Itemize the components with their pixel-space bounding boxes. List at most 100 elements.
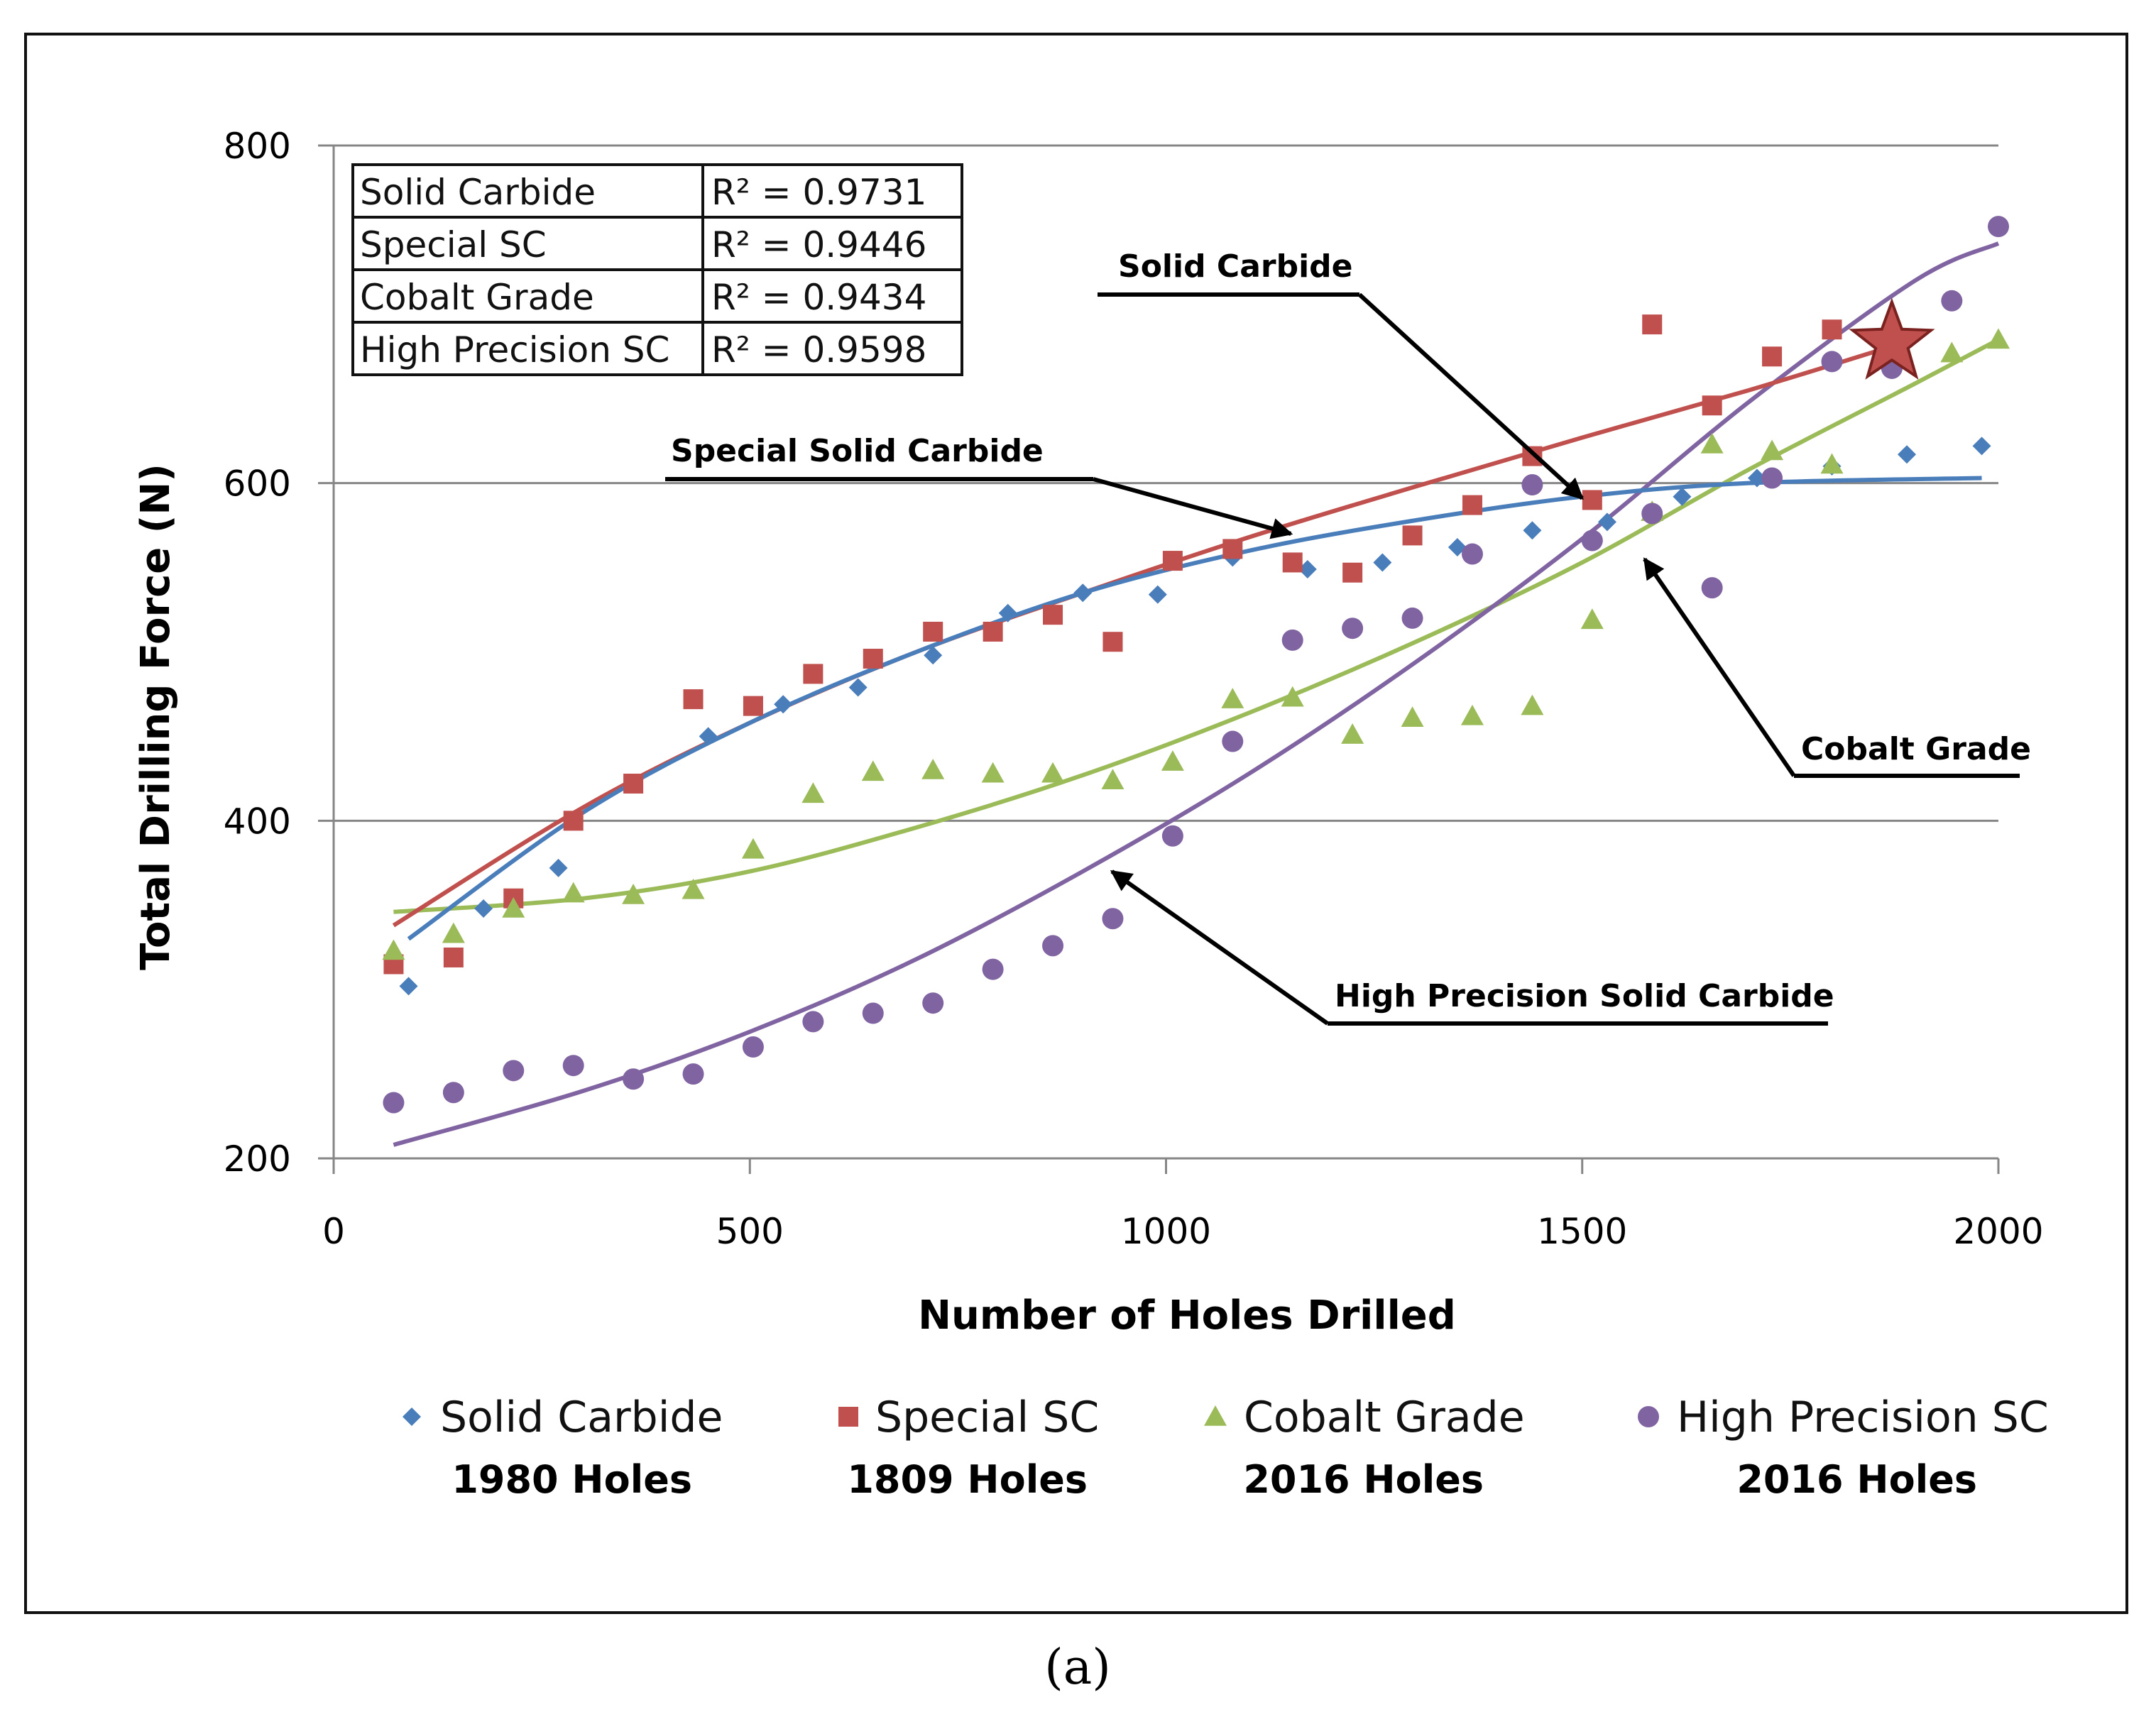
cobalt-grade-annotation-arrow xyxy=(1643,557,1796,777)
solid-carbide-point xyxy=(1148,585,1167,604)
high-precision-sc-trendline xyxy=(393,241,2000,1147)
cobalt-grade-point xyxy=(502,897,525,918)
x-tick-label: 500 xyxy=(716,1211,784,1252)
solid-carbide-annotation: Solid Carbide xyxy=(1118,248,1353,285)
cobalt-grade-point xyxy=(1341,723,1364,744)
high-precision-sc-legend-marker xyxy=(1638,1406,1659,1427)
cobalt-grade-point xyxy=(1101,769,1124,790)
special-sc-legend-holes: 1809 Holes xyxy=(847,1457,1088,1502)
cobalt-grade-point xyxy=(1940,341,1964,363)
high-precision-solid-carbide-annotation: High Precision Solid Carbide xyxy=(1335,978,1834,1014)
high-precision-sc-point xyxy=(1401,607,1423,629)
special-sc-legend-label: Special SC xyxy=(875,1393,1099,1442)
special-sc-point xyxy=(563,811,584,831)
r2-table: Solid Carbide R² = 0.9731 Special SC R² = 0… xyxy=(351,163,963,376)
high-precision-sc-point xyxy=(442,1082,464,1104)
legend: Solid Carbide 1980 Holes Special SC 1809 Ho… xyxy=(403,1393,2049,1502)
ticks: 200 400 600 800 0 500 1000 1500 2000 xyxy=(224,126,2044,1252)
special-sc-point xyxy=(1222,539,1243,559)
special-sc-point xyxy=(803,664,823,684)
special-sc-point xyxy=(1402,525,1423,546)
r2-table-name: High Precision SC xyxy=(360,329,669,371)
special-sc-point xyxy=(863,649,883,669)
cobalt-grade-point xyxy=(1041,762,1065,783)
r2-table-value: R² = 0.9446 xyxy=(711,224,926,265)
y-tick-label: 800 xyxy=(224,126,291,167)
high-precision-sc-point xyxy=(862,1002,884,1024)
x-tick-label: 2000 xyxy=(1953,1211,2043,1252)
cobalt-grade-point xyxy=(1580,608,1604,630)
special-sc-point xyxy=(1762,346,1783,367)
solid-carbide-legend-holes: 1980 Holes xyxy=(452,1457,692,1502)
solid-carbide-legend-label: Solid Carbide xyxy=(440,1393,723,1442)
high-precision-sc-point xyxy=(1461,543,1483,565)
solid-carbide-point xyxy=(998,603,1017,622)
solid-carbide-point xyxy=(474,899,493,918)
cobalt-grade-point xyxy=(1161,750,1184,771)
special-sc-point xyxy=(443,947,464,967)
special-sc-point xyxy=(623,774,644,794)
cobalt-grade-point xyxy=(1521,694,1544,715)
x-axis-title: Number of Holes Drilled xyxy=(918,1293,1456,1339)
high-precision-sc-point xyxy=(682,1063,704,1085)
cobalt-grade-legend-holes: 2016 Holes xyxy=(1243,1457,1484,1502)
solid-carbide-point xyxy=(848,678,868,697)
cobalt-grade-point xyxy=(1761,439,1784,461)
cobalt-grade-point xyxy=(801,782,825,803)
special-sc-point xyxy=(743,696,763,716)
cobalt-grade-legend-marker xyxy=(1204,1405,1227,1426)
high-precision-sc-point xyxy=(1821,351,1843,373)
cobalt-grade-point xyxy=(382,939,405,960)
solid-carbide-point xyxy=(549,858,568,877)
solid-carbide-point xyxy=(1898,445,1917,464)
high-precision-sc-point xyxy=(383,1092,405,1114)
highlight-star-point xyxy=(1849,297,1935,380)
special-sc-point xyxy=(1102,632,1123,652)
solid-carbide-point xyxy=(924,646,943,665)
cobalt-grade-point xyxy=(1820,453,1844,474)
r2-table-name: Solid Carbide xyxy=(360,172,596,213)
r2-table-name: Cobalt Grade xyxy=(360,277,594,318)
solid-carbide-point xyxy=(774,695,793,714)
high-precision-sc-point xyxy=(742,1036,764,1058)
solid-carbide-point xyxy=(1298,559,1317,578)
solid-carbide-legend-marker xyxy=(403,1408,421,1426)
high-precision-sc-point xyxy=(802,1011,824,1033)
special-sc-point xyxy=(983,621,1003,642)
high-precision-sc-point xyxy=(1521,474,1543,496)
cobalt-grade-point xyxy=(861,760,885,781)
cobalt-grade-legend-label: Cobalt Grade xyxy=(1244,1393,1525,1442)
solid-carbide-point xyxy=(699,727,718,746)
high-precision-sc-point xyxy=(1701,577,1723,599)
high-precision-sc-legend-holes: 2016 Holes xyxy=(1736,1457,1977,1502)
high-precision-sc-point xyxy=(1222,730,1244,752)
chart-frame xyxy=(24,33,2128,1614)
solid-carbide-point xyxy=(1073,583,1093,603)
cobalt-grade-point xyxy=(1987,328,2010,349)
cobalt-grade-point xyxy=(1281,686,1304,707)
cobalt-grade-point xyxy=(741,838,765,859)
cobalt-grade-point xyxy=(921,758,945,779)
cobalt-grade-point xyxy=(1221,688,1244,708)
special-sc-point xyxy=(1162,551,1183,571)
solid-carbide-point xyxy=(1972,437,1991,456)
special-sc-point xyxy=(1342,562,1363,583)
special-sc-legend-marker xyxy=(838,1407,858,1427)
data-points xyxy=(382,216,2010,1114)
high-precision-sc-point xyxy=(1342,618,1364,640)
solid-carbide-point xyxy=(1597,512,1616,532)
high-precision-sc-point xyxy=(1988,216,2009,238)
y-axis-title: Total Drilling Force (N) xyxy=(133,463,179,970)
high-precision-sc-point xyxy=(623,1068,645,1090)
solid-carbide-point xyxy=(1523,521,1542,540)
special-sc-point xyxy=(1822,319,1842,340)
high-precision-sc-point xyxy=(1761,467,1783,489)
cobalt-grade-trendline xyxy=(393,337,2000,914)
special-sc-point xyxy=(923,621,943,642)
x-tick-label: 1500 xyxy=(1537,1211,1627,1252)
x-tick-label: 0 xyxy=(322,1211,345,1252)
special-sc-point xyxy=(1043,605,1063,625)
annotations: Solid Carbide Special Solid Carbide Cobalt… xyxy=(665,248,2031,1026)
r2-table-name: Special SC xyxy=(360,224,547,265)
cobalt-grade-point xyxy=(442,922,465,943)
